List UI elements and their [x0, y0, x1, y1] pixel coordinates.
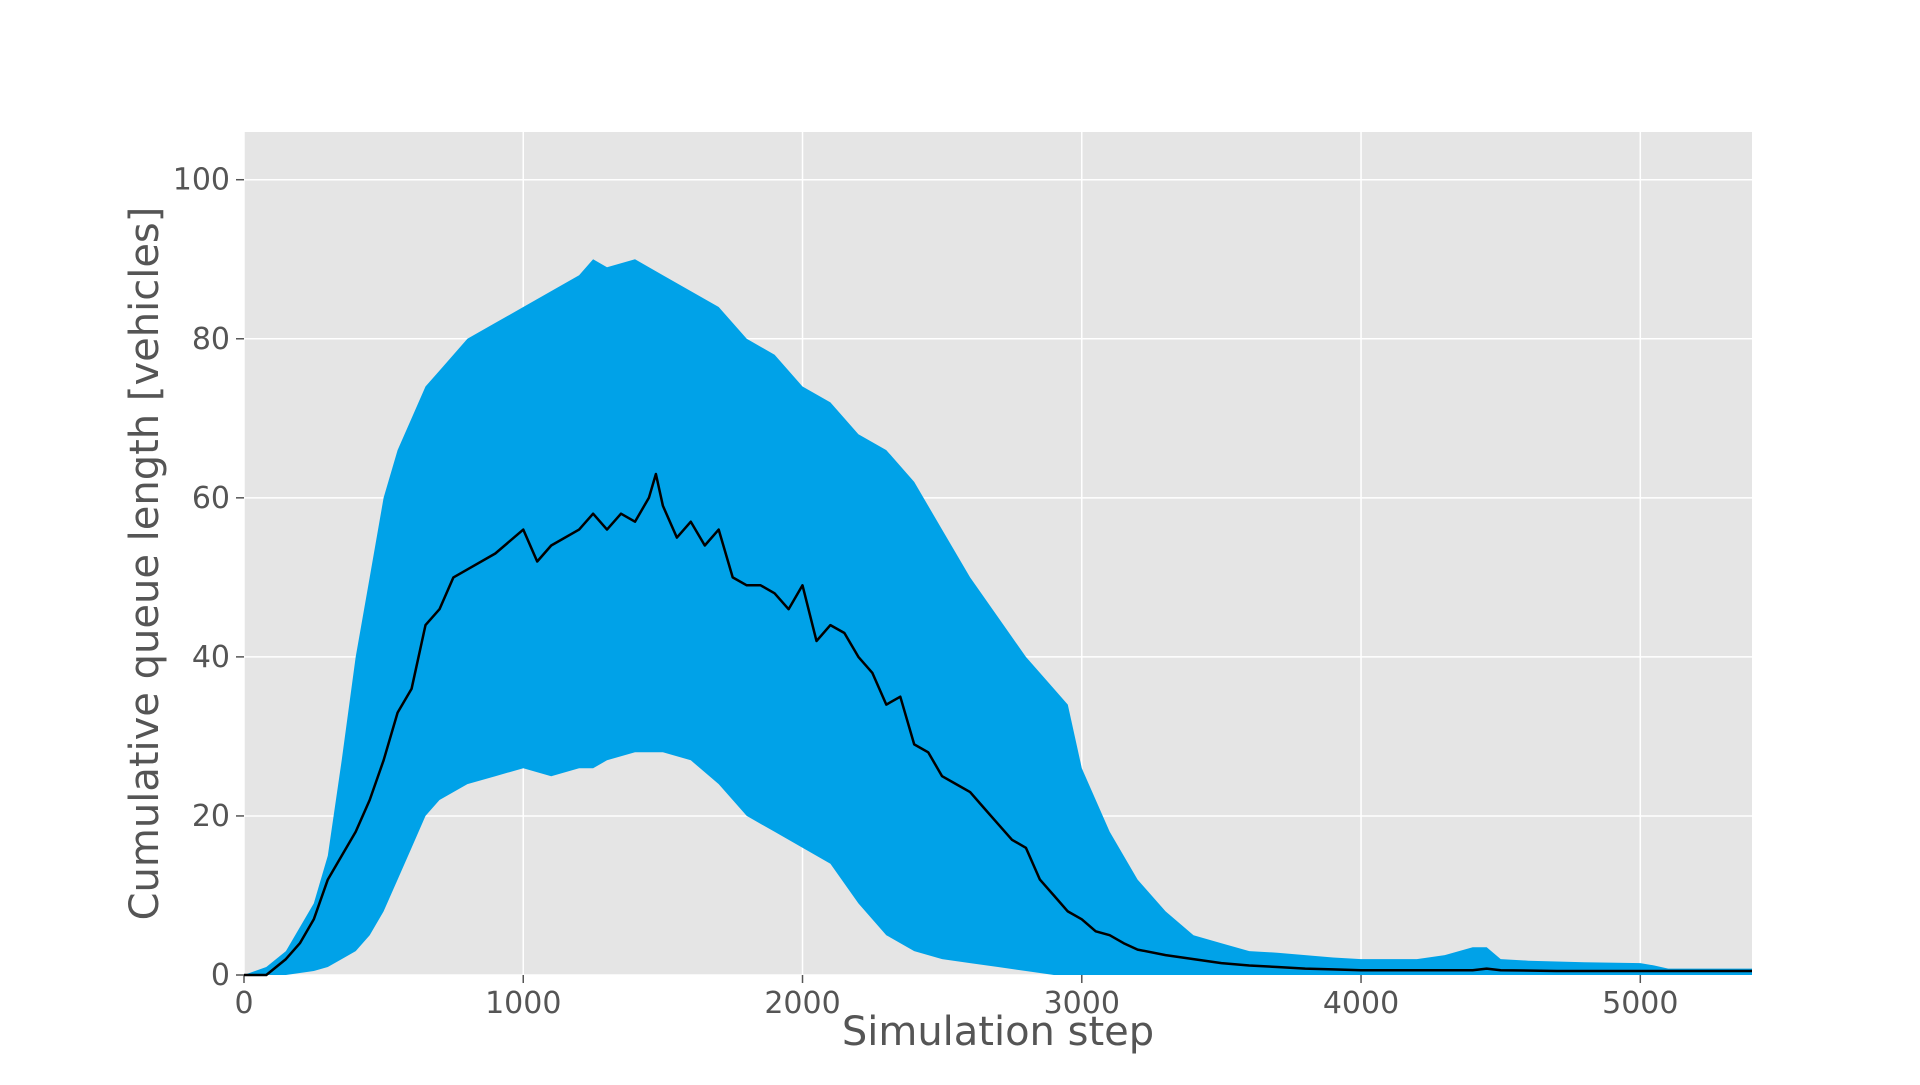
- x-tick-label: 3000: [1044, 986, 1120, 1021]
- x-tick-label: 1000: [485, 986, 561, 1021]
- y-tick-label: 0: [211, 958, 230, 993]
- y-tick-label: 80: [192, 322, 230, 357]
- y-tick-label: 60: [192, 481, 230, 516]
- x-tick-label: 2000: [764, 986, 840, 1021]
- x-axis-title: Simulation step: [842, 1009, 1154, 1055]
- x-tick-label: 0: [234, 986, 253, 1021]
- queue-length-range-band: [244, 259, 1752, 975]
- y-tick-label: 40: [192, 640, 230, 675]
- tick-labels: 0 1000 2000 3000 4000 5000 0 20 40 60 80 100: [173, 163, 1679, 1021]
- y-tick-label: 100: [173, 163, 230, 198]
- y-axis-title: Cumulative queue length [vehicles]: [122, 207, 168, 921]
- mean-queue-length-line: [244, 472, 1752, 977]
- x-tick-label: 5000: [1602, 986, 1678, 1021]
- y-tick-label: 20: [192, 799, 230, 834]
- x-tick-label: 4000: [1323, 986, 1399, 1021]
